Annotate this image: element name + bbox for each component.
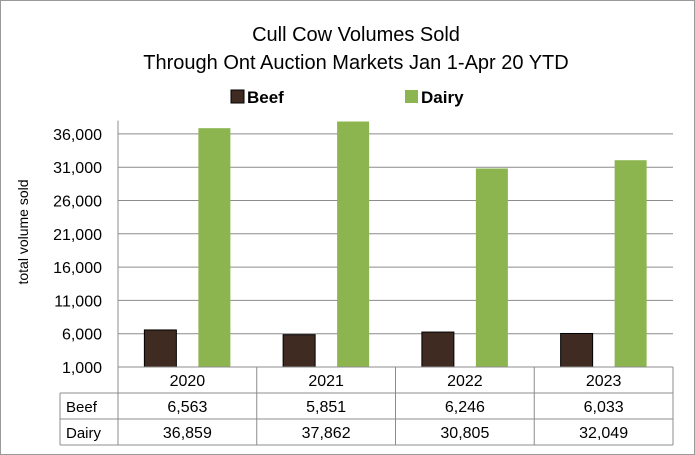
table-row-label-dairy: Dairy: [66, 425, 102, 442]
table-cell-dairy-2020: 36,859: [163, 425, 212, 442]
table-cell-beef-2021: 5,851: [306, 399, 346, 416]
bar-beef-2021: [282, 334, 316, 368]
legend-label-dairy: Dairy: [421, 88, 464, 107]
chart-title: Cull Cow Volumes Sold: [252, 24, 460, 46]
y-tick-label: 16,000: [53, 260, 102, 277]
table-row-label-beef: Beef: [66, 399, 98, 416]
y-axis-label: total volume sold: [15, 179, 31, 284]
bar-dairy-2023: [614, 160, 647, 367]
y-tick-label: 6,000: [62, 327, 102, 344]
table-cell-dairy-2021: 37,862: [302, 425, 351, 442]
bar-beef-2023: [560, 332, 594, 368]
y-tick-label: 1,000: [62, 360, 102, 377]
data-table: 2020 2021 2022 2023 Beef 6,563 5,851 6,246 6,033…: [59, 366, 674, 446]
bar-beef-2022: [421, 331, 455, 368]
bar-dairy-2021: [337, 121, 370, 367]
bar-dairy-2020: [198, 128, 231, 367]
y-tick-label: 11,000: [54, 293, 102, 310]
table-cell-dairy-2023: 32,049: [579, 425, 628, 442]
table-cell-dairy-2022: 30,805: [440, 425, 489, 442]
legend: Beef Dairy: [230, 88, 464, 107]
y-tick-labels: 1,000 6,000 11,000 16,000 21,000 26,000 31,000…: [53, 127, 102, 377]
chart-subtitle: Through Ont Auction Markets Jan 1-Apr 20…: [143, 52, 568, 74]
y-tick-label: 36,000: [53, 127, 102, 144]
legend-swatch-beef: [230, 89, 245, 104]
legend-label-beef: Beef: [247, 88, 284, 107]
category-label-2020: 2020: [170, 373, 206, 390]
bar-beef-2020: [143, 329, 177, 368]
category-label-2021: 2021: [308, 373, 344, 390]
y-tick-label: 26,000: [53, 194, 102, 211]
category-label-2023: 2023: [586, 373, 622, 390]
table-cell-beef-2023: 6,033: [584, 399, 624, 416]
table-cell-beef-2020: 6,563: [167, 399, 207, 416]
legend-swatch-dairy: [405, 90, 418, 103]
table-cell-beef-2022: 6,246: [445, 399, 485, 416]
category-label-2022: 2022: [447, 373, 483, 390]
y-tick-label: 31,000: [53, 160, 102, 177]
y-tick-label: 21,000: [53, 227, 102, 244]
bars: [143, 121, 647, 368]
bar-dairy-2022: [475, 168, 508, 367]
